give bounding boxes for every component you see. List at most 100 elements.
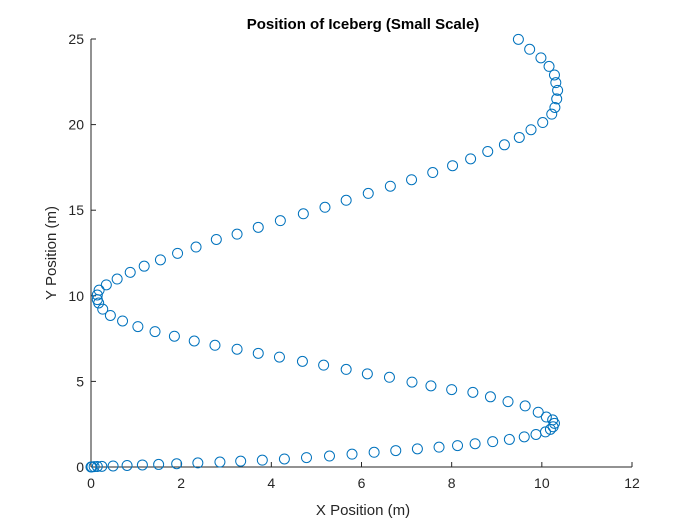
data-points bbox=[85, 33, 564, 473]
chart-title: Position of Iceberg (Small Scale) bbox=[247, 16, 480, 33]
x-tick-label: 4 bbox=[267, 475, 275, 491]
data-point bbox=[319, 201, 331, 213]
data-point bbox=[548, 69, 560, 81]
data-point bbox=[136, 459, 148, 471]
data-point bbox=[323, 450, 335, 462]
data-point bbox=[171, 458, 183, 470]
data-point bbox=[361, 368, 373, 380]
data-point bbox=[117, 315, 129, 327]
data-point bbox=[172, 247, 184, 259]
data-point bbox=[406, 376, 418, 388]
data-point bbox=[96, 460, 108, 472]
data-point bbox=[209, 339, 221, 351]
data-point bbox=[519, 400, 531, 412]
data-point bbox=[447, 160, 459, 172]
data-point bbox=[318, 359, 330, 371]
data-point bbox=[340, 194, 352, 206]
data-point bbox=[362, 187, 374, 199]
data-point bbox=[540, 411, 552, 423]
y-tick-label: 10 bbox=[68, 288, 84, 304]
data-point bbox=[214, 456, 226, 468]
data-point bbox=[502, 396, 514, 408]
data-point bbox=[482, 145, 494, 157]
x-tick-label: 8 bbox=[448, 475, 456, 491]
x-tick-label: 2 bbox=[177, 475, 185, 491]
data-point bbox=[539, 426, 551, 438]
x-ticks: 0 2 4 6 8 10 12 bbox=[87, 462, 640, 491]
data-point bbox=[124, 266, 136, 278]
data-point bbox=[88, 461, 100, 473]
data-point bbox=[104, 309, 116, 321]
data-point bbox=[469, 438, 481, 450]
data-point bbox=[525, 124, 537, 136]
data-point bbox=[425, 380, 437, 392]
data-point bbox=[530, 428, 542, 440]
y-axis-label: Y Position (m) bbox=[43, 206, 60, 300]
data-point bbox=[153, 458, 165, 470]
data-point bbox=[192, 457, 204, 469]
data-point bbox=[111, 273, 123, 285]
data-point bbox=[498, 139, 510, 151]
data-point bbox=[549, 101, 561, 113]
data-point bbox=[149, 326, 161, 338]
data-point bbox=[513, 131, 525, 143]
data-point bbox=[512, 33, 524, 45]
data-point bbox=[235, 455, 247, 467]
data-point bbox=[138, 260, 150, 272]
x-tick-label: 12 bbox=[624, 475, 640, 491]
data-point bbox=[107, 460, 119, 472]
data-point bbox=[252, 221, 264, 233]
data-point bbox=[340, 363, 352, 375]
data-point bbox=[484, 391, 496, 403]
data-point bbox=[446, 384, 458, 396]
data-point bbox=[552, 84, 564, 96]
data-point bbox=[383, 371, 395, 383]
data-point bbox=[550, 77, 562, 89]
data-point bbox=[547, 414, 559, 426]
data-point bbox=[154, 254, 166, 266]
data-point bbox=[546, 108, 558, 120]
data-point bbox=[132, 321, 144, 333]
x-tick-label: 10 bbox=[534, 475, 550, 491]
data-point bbox=[274, 215, 286, 227]
data-point bbox=[487, 436, 499, 448]
data-point bbox=[188, 335, 200, 347]
data-point bbox=[278, 453, 290, 465]
data-point bbox=[93, 284, 105, 296]
y-tick-label: 20 bbox=[68, 117, 84, 133]
data-point bbox=[532, 406, 544, 418]
data-point bbox=[452, 440, 464, 452]
data-point bbox=[297, 208, 309, 220]
data-point bbox=[273, 351, 285, 363]
y-tick-label: 15 bbox=[68, 202, 84, 218]
data-point bbox=[368, 446, 380, 458]
data-point bbox=[543, 60, 555, 72]
data-point bbox=[97, 303, 109, 315]
data-point bbox=[121, 459, 133, 471]
data-point bbox=[390, 445, 402, 457]
data-point bbox=[300, 452, 312, 464]
y-tick-label: 0 bbox=[76, 459, 84, 475]
data-point bbox=[503, 433, 515, 445]
data-point bbox=[427, 167, 439, 179]
data-point bbox=[168, 330, 180, 342]
data-point bbox=[231, 343, 243, 355]
data-point bbox=[190, 241, 202, 253]
data-point bbox=[91, 289, 103, 301]
data-point bbox=[406, 174, 418, 186]
y-tick-label: 25 bbox=[68, 31, 84, 47]
data-point bbox=[256, 454, 268, 466]
y-ticks: 0 5 10 15 20 25 bbox=[68, 31, 96, 475]
x-tick-label: 6 bbox=[358, 475, 366, 491]
data-point bbox=[296, 355, 308, 367]
data-point bbox=[518, 431, 530, 443]
data-point bbox=[551, 93, 563, 105]
x-axis-label: X Position (m) bbox=[316, 502, 410, 519]
data-point bbox=[91, 460, 103, 472]
data-point bbox=[537, 117, 549, 129]
data-point bbox=[433, 441, 445, 453]
data-point bbox=[535, 52, 547, 64]
data-point bbox=[252, 347, 264, 359]
data-point bbox=[384, 180, 396, 192]
